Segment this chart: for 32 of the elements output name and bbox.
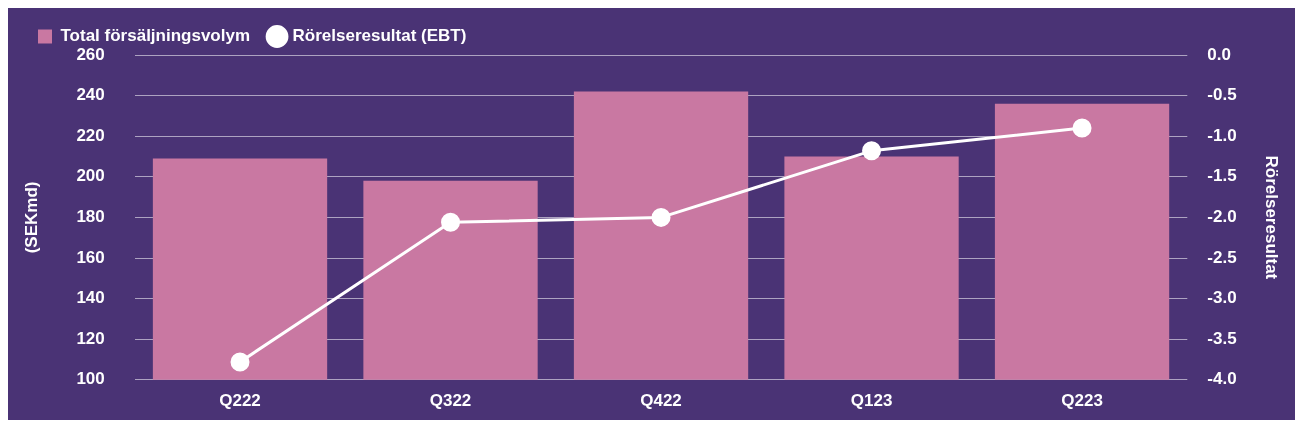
y-tick-label: 160 (76, 247, 105, 267)
y2-axis-title: Rörelseresultat (1262, 155, 1282, 280)
y-tick-label: 120 (76, 328, 105, 348)
x-tick-label: Q123 (850, 390, 893, 410)
y-tick-label: 200 (76, 166, 105, 186)
y-tick-label: 240 (76, 85, 105, 105)
y2-tick-label: -4.0 (1207, 369, 1237, 389)
point (651, 207, 671, 227)
y2-tick-label: -3.0 (1207, 288, 1237, 308)
y2-tick-label: 0.0 (1207, 44, 1231, 64)
y-tick-label: 180 (76, 207, 105, 227)
legend-label: Total försäljningsvolym (60, 26, 251, 46)
legend-label: Rörelseresultat (EBT) (292, 26, 467, 46)
y-tick-label: 100 (76, 369, 105, 389)
y2-tick-label: -1.0 (1207, 125, 1237, 145)
y2-tick-label: -3.5 (1207, 328, 1237, 348)
y2-tick-label: -2.0 (1207, 207, 1237, 227)
y2-tick-label: -1.5 (1207, 166, 1237, 186)
x-tick-label: Q222 (219, 390, 261, 410)
y-axis-title: (SEKmd) (21, 181, 41, 254)
y-tick-label: 220 (76, 125, 105, 145)
y2-tick-label: -2.5 (1207, 247, 1237, 267)
point (441, 212, 461, 232)
point (1072, 118, 1092, 138)
x-tick-label: Q322 (429, 390, 472, 410)
y2-tick-label: -0.5 (1207, 85, 1237, 105)
x-tick-label: Q422 (640, 390, 682, 410)
point (230, 352, 250, 372)
y-tick-label: 140 (76, 288, 105, 308)
x-tick-label: Q223 (1061, 390, 1103, 410)
point (862, 141, 882, 161)
y-tick-label: 260 (76, 44, 105, 64)
